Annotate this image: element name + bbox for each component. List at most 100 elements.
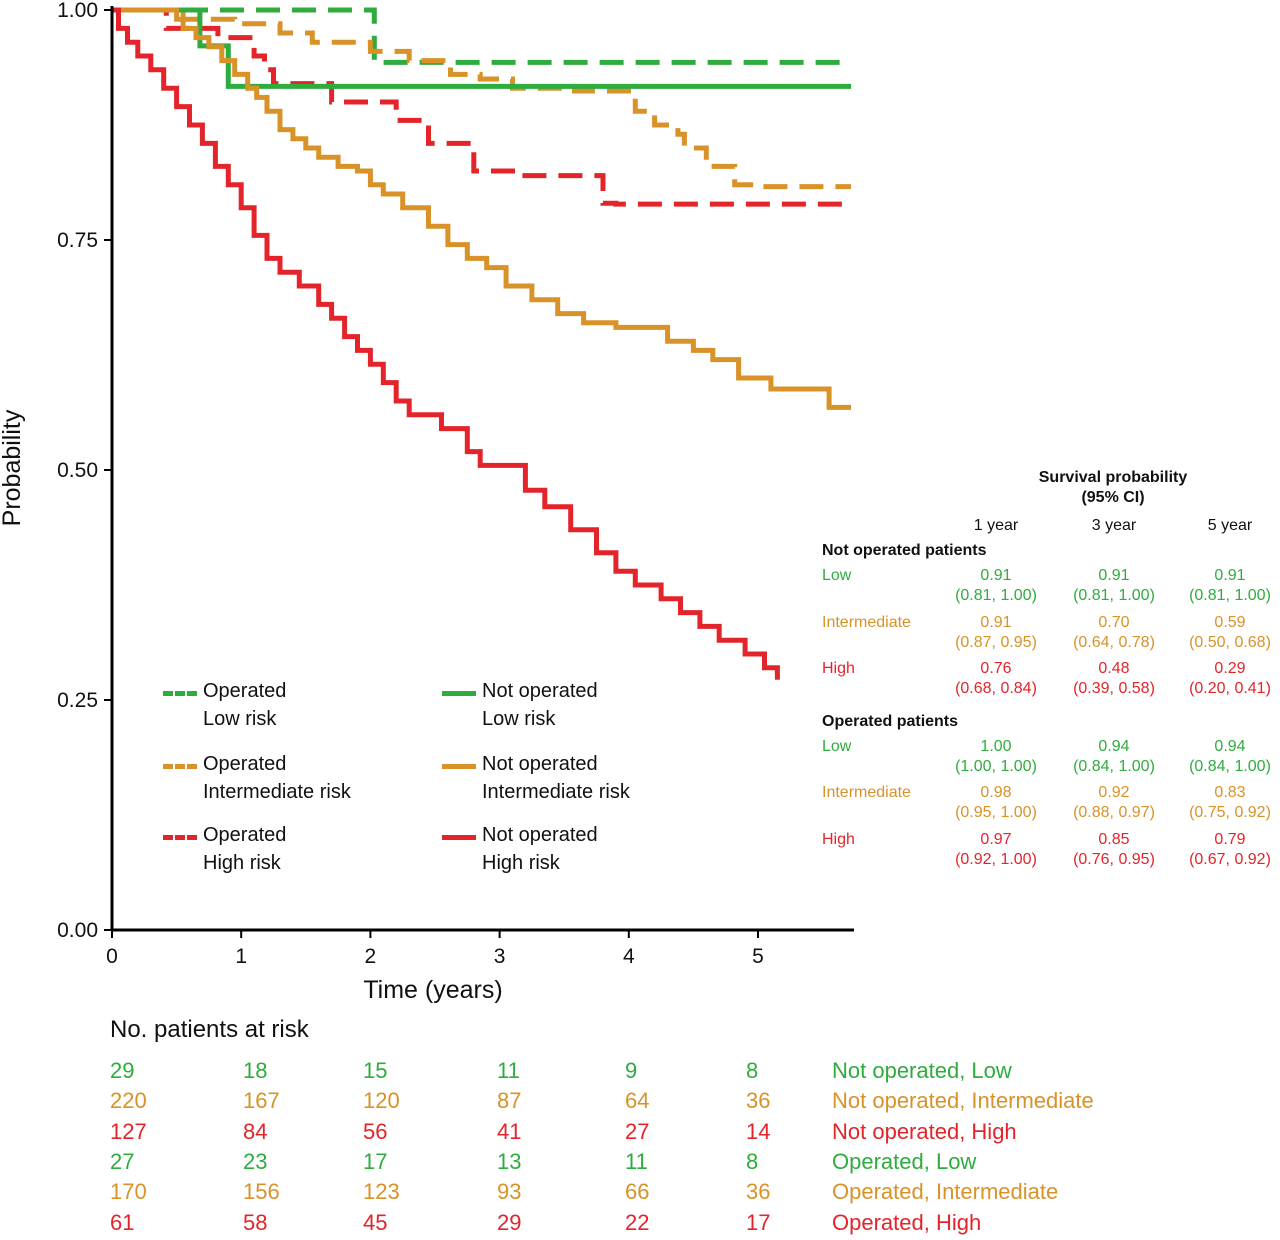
legend-label: Operated High risk bbox=[203, 824, 287, 874]
survival-table-subtitle: (95% CI) bbox=[1081, 489, 1145, 506]
risk-table-row-label: Operated, Low bbox=[832, 1148, 977, 1174]
x-tick-label: 2 bbox=[365, 945, 377, 968]
risk-table-value: 11 bbox=[497, 1058, 520, 1083]
x-axis-label: Time (years) bbox=[363, 976, 502, 1004]
survival-table-estimate: 0.29 bbox=[1214, 660, 1246, 677]
survival-table-estimate: 0.76 bbox=[980, 660, 1012, 677]
survival-table-row-label: Low bbox=[822, 737, 852, 755]
legend-item: Not operated Low risk bbox=[442, 677, 682, 735]
risk-table-value: 123 bbox=[363, 1179, 400, 1205]
x-tick-label: 4 bbox=[623, 945, 635, 968]
legend-item: Not operated Intermediate risk bbox=[442, 750, 682, 808]
risk-table-row-label: Operated, Intermediate bbox=[832, 1179, 1059, 1205]
risk-table-value: 61 bbox=[110, 1209, 135, 1235]
legend-swatch bbox=[442, 764, 476, 769]
legend-item: Operated Low risk bbox=[163, 677, 403, 735]
legend-label: Not operated High risk bbox=[482, 824, 598, 874]
survival-table-estimate: 0.97 bbox=[980, 830, 1012, 848]
x-tick-label: 5 bbox=[752, 945, 764, 968]
risk-table-row: 170 156 123 93 66 36 Operated, Intermediate bbox=[0, 1179, 1280, 1209]
survival-table-ci: (0.87, 0.95) bbox=[955, 633, 1037, 651]
survival-table-header: 3 year bbox=[1091, 517, 1137, 534]
survival-table-estimate: 0.59 bbox=[1214, 613, 1246, 631]
risk-table-value: 17 bbox=[363, 1148, 388, 1174]
x-tick-label: 1 bbox=[235, 945, 247, 968]
y-tick-label: 0.50 bbox=[57, 459, 98, 482]
survival-table-estimate: 0.48 bbox=[1098, 660, 1130, 677]
risk-table-value: 41 bbox=[497, 1118, 522, 1144]
series-line-2 bbox=[112, 7, 851, 207]
survival-table-ci: (0.67, 0.92) bbox=[1189, 850, 1271, 868]
risk-table-value: 8 bbox=[746, 1148, 759, 1174]
risk-table-row-label: Not operated, High bbox=[832, 1118, 1017, 1144]
legend-label: Operated Intermediate risk bbox=[203, 753, 351, 803]
risk-table-value: 14 bbox=[746, 1118, 771, 1144]
risk-table-row: 27 23 17 13 11 8 Operated, Low bbox=[0, 1149, 1280, 1179]
survival-table-row-label: Intermediate bbox=[822, 784, 911, 801]
survival-table-row-label: Intermediate bbox=[822, 613, 911, 631]
survival-table-estimate: 0.94 bbox=[1098, 737, 1130, 755]
legend-swatch bbox=[163, 835, 197, 840]
risk-table-value: 17 bbox=[746, 1209, 771, 1235]
legend-label: Operated Low risk bbox=[203, 680, 287, 730]
legend-label: Not operated Intermediate risk bbox=[482, 753, 630, 803]
risk-table-value: 36 bbox=[746, 1088, 771, 1114]
y-tick-label: 0.75 bbox=[57, 229, 98, 252]
survival-table-ci: (0.20, 0.41) bbox=[1189, 680, 1271, 697]
risk-table-row-label: Not operated, Intermediate bbox=[832, 1088, 1094, 1114]
risk-table-value: 27 bbox=[110, 1148, 135, 1174]
legend-swatch bbox=[163, 764, 197, 769]
y-tick-label: 1.00 bbox=[57, 0, 98, 22]
legend-swatch bbox=[442, 691, 476, 696]
y-tick-label: 0.25 bbox=[57, 689, 98, 712]
survival-table-estimate: 1.00 bbox=[980, 737, 1012, 755]
risk-table-value: 27 bbox=[625, 1118, 650, 1144]
series-layer bbox=[112, 7, 851, 680]
survival-table-estimate: 0.91 bbox=[980, 567, 1012, 584]
survival-table-ci: (0.88, 0.97) bbox=[1073, 804, 1155, 821]
risk-table-value: 64 bbox=[625, 1088, 650, 1114]
risk-table-value: 8 bbox=[746, 1058, 759, 1083]
survival-table-ci: (0.84, 1.00) bbox=[1189, 757, 1271, 775]
risk-table-row-label: Not operated, Low bbox=[832, 1058, 1012, 1083]
series-line-0 bbox=[112, 7, 851, 65]
survival-table-ci: (1.00, 1.00) bbox=[955, 757, 1037, 775]
risk-table-value: 170 bbox=[110, 1179, 147, 1205]
survival-table-estimate: 0.98 bbox=[980, 784, 1012, 801]
survival-table-estimate: 0.70 bbox=[1098, 613, 1130, 631]
survival-table-estimate: 0.91 bbox=[1098, 567, 1130, 584]
legend-swatch bbox=[163, 691, 197, 696]
survival-table-header: 5 year bbox=[1207, 517, 1253, 534]
risk-table-value: 58 bbox=[243, 1209, 268, 1235]
survival-table-title: Survival probability bbox=[1038, 469, 1188, 486]
survival-table-estimate: 0.91 bbox=[1214, 567, 1246, 584]
risk-table-value: 87 bbox=[497, 1088, 522, 1114]
risk-table-value: 156 bbox=[243, 1179, 280, 1205]
survival-table-ci: (0.64, 0.78) bbox=[1073, 633, 1155, 651]
survival-table-ci: (0.75, 0.92) bbox=[1189, 804, 1271, 821]
risk-table-value: 167 bbox=[243, 1088, 280, 1114]
y-axis-label: Probability bbox=[0, 409, 26, 526]
survival-table-estimate: 0.92 bbox=[1098, 784, 1130, 801]
risk-table-value: 220 bbox=[110, 1088, 147, 1114]
risk-table-value: 84 bbox=[243, 1118, 268, 1144]
risk-table-value: 127 bbox=[110, 1118, 147, 1144]
risk-table-value: 45 bbox=[363, 1209, 388, 1235]
risk-table-value: 11 bbox=[625, 1148, 648, 1174]
series-line-5 bbox=[112, 7, 780, 680]
risk-table-row: 29 18 15 11 9 8 Not operated, Low bbox=[0, 1058, 1280, 1088]
survival-table-section: Not operated patients bbox=[822, 542, 987, 559]
series-line-1 bbox=[112, 7, 851, 190]
survival-table-estimate: 0.85 bbox=[1098, 830, 1130, 848]
risk-table-value: 29 bbox=[110, 1058, 135, 1083]
survival-table-estimate: 0.94 bbox=[1214, 737, 1246, 755]
survival-table-row-label: High bbox=[822, 660, 855, 677]
legend-item: Operated Intermediate risk bbox=[163, 750, 403, 808]
risk-table-value: 93 bbox=[497, 1179, 522, 1205]
risk-table-value: 23 bbox=[243, 1148, 268, 1174]
risk-table-value: 120 bbox=[363, 1088, 400, 1114]
axis-layer: 0 1 2 3 4 5 0.00 0.25 0.50 0.75 1.00 bbox=[57, 0, 854, 968]
survival-table-ci: (0.50, 0.68) bbox=[1189, 633, 1271, 651]
survival-table-row-label: Low bbox=[822, 567, 852, 584]
